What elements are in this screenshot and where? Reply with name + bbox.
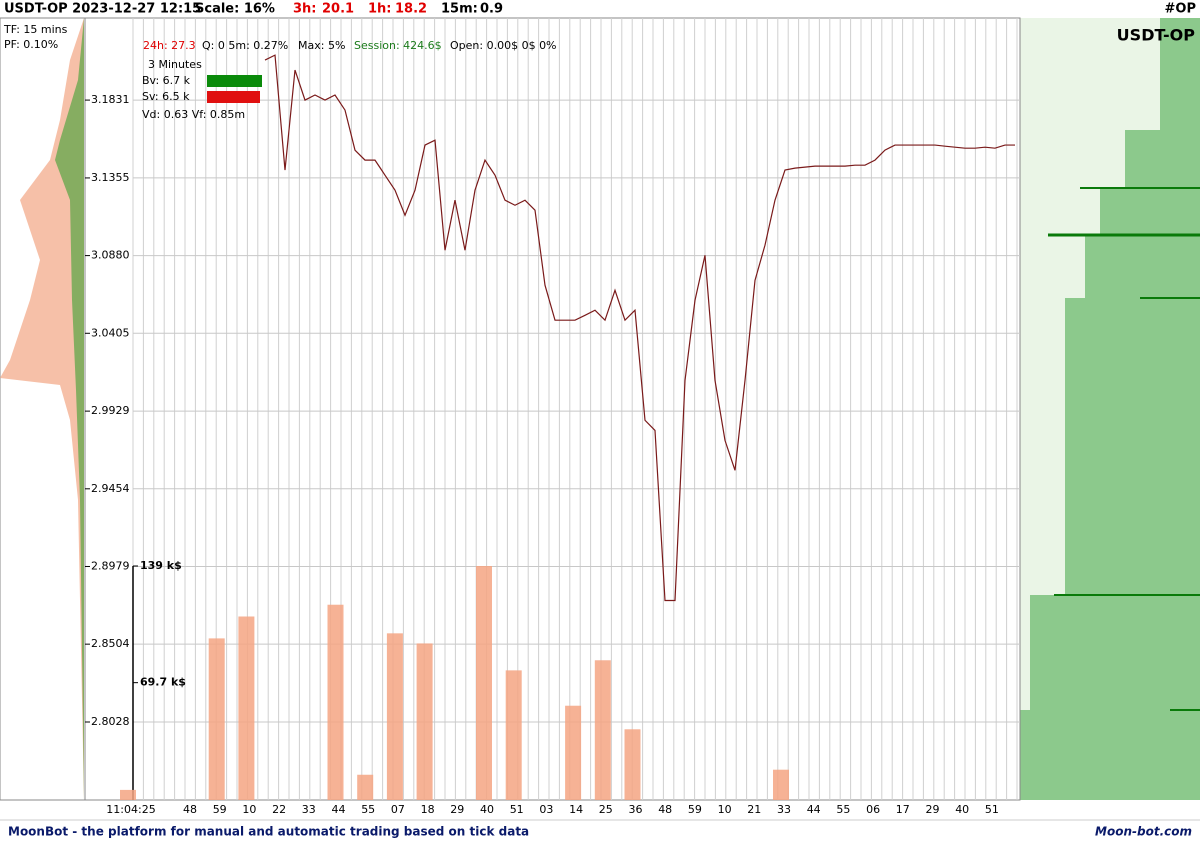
info-period: 3 Minutes [148, 58, 202, 71]
tf: TF: 15 mins [3, 23, 68, 36]
info-24h: 24h: 27.3 [143, 39, 196, 52]
x-tick-label: 59 [688, 803, 702, 816]
x-tick-label: 25 [599, 803, 613, 816]
volume-tick-label: 69.7 k$ [140, 676, 186, 689]
tag: #OP [1165, 2, 1196, 17]
y-tick-label: 2.9454 [91, 482, 130, 495]
volume-bar [773, 769, 789, 800]
x-tick-label: 14 [569, 803, 583, 816]
profile-buy [55, 18, 84, 800]
info-max: Max: 5% [298, 39, 345, 52]
x-tick-label: 44 [332, 803, 346, 816]
x-tick-label: 33 [302, 803, 316, 816]
x-tick-label: 21 [747, 803, 761, 816]
x-tick-label: 06 [866, 803, 880, 816]
y-tick-label: 3.0880 [91, 249, 130, 262]
y-tick-label: 3.0405 [91, 326, 130, 339]
x-tick-label: 51 [985, 803, 999, 816]
x-tick-label: 48 [658, 803, 672, 816]
y-tick-label: 2.9929 [91, 404, 130, 417]
x-tick-label: 40 [955, 803, 969, 816]
volume-bar [594, 660, 611, 800]
x-tick-label: 51 [510, 803, 524, 816]
profile-sell [0, 18, 84, 800]
title: USDT-OP 2023-12-27 12:15 [4, 2, 201, 17]
x-tick-label: 48 [183, 803, 197, 816]
h1-label: 1h: [368, 2, 392, 17]
volume-bar [624, 729, 641, 800]
volume-bar [565, 705, 582, 800]
x-tick-label: 40 [480, 803, 494, 816]
x-tick-label: 29 [450, 803, 464, 816]
h1-value: 18.2 [395, 2, 427, 17]
volume-bar [476, 566, 492, 800]
info-bv: Bv: 6.7 k [142, 74, 191, 87]
x-tick-label: 36 [629, 803, 643, 816]
volume-tick-label: 139 k$ [140, 559, 182, 572]
marks-layer [120, 54, 1015, 800]
pair: USDT-OP [1117, 26, 1196, 45]
pf: PF: 0.10% [4, 38, 58, 51]
y-tick-label: 3.1355 [91, 171, 130, 184]
h3-value: 20.1 [322, 2, 354, 17]
h3-label: 3h: [293, 2, 317, 17]
volume-bar [120, 789, 136, 800]
y-tick-label: 2.8979 [91, 559, 130, 572]
m15-value: 0.9 [480, 2, 503, 17]
info-open: Open: 0.00$ 0$ 0% [450, 39, 557, 52]
x-tick-label: 18 [421, 803, 435, 816]
bv-bar [207, 75, 262, 87]
x-tick-label: 22 [272, 803, 286, 816]
m15-label: 15m: [441, 2, 478, 17]
grid-layer: 2.8028 2.8504 2.8979 2.9454 2.9929 3.0405 3.08… [85, 18, 1020, 816]
volume-bar [357, 774, 374, 800]
volume-bar [416, 643, 433, 800]
x-tick-label: 10 [718, 803, 732, 816]
x-tick-label: 07 [391, 803, 405, 816]
x-tick-label: 59 [213, 803, 227, 816]
x-tick-label: 10 [242, 803, 256, 816]
x-tick-label: 29 [926, 803, 940, 816]
footer-bar [0, 820, 1200, 844]
scale: Scale: 16% [195, 2, 275, 17]
volume-bar [386, 633, 403, 800]
volume-bar [238, 616, 255, 800]
info-sv: Sv: 6.5 k [142, 90, 190, 103]
price-line [264, 54, 1015, 602]
info-q: Q: 0 5m: 0.27% [202, 39, 288, 52]
footer-left: MoonBot - the platform for manual and au… [8, 825, 529, 839]
x-tick-label: 17 [896, 803, 910, 816]
depth [1020, 18, 1200, 800]
volume-bar [327, 604, 344, 800]
footer-right: Moon-bot.com [1095, 825, 1192, 839]
x-tick-label: 55 [836, 803, 850, 816]
sv-bar [207, 91, 260, 103]
x-tick-label: 11:04:25 [106, 803, 155, 816]
info-session: Session: 424.6$ [354, 39, 442, 52]
y-tick-label: 2.8028 [91, 715, 130, 728]
volume-bar [208, 638, 225, 800]
plot-frame [84, 17, 1021, 801]
volume-bar [505, 670, 522, 800]
y-tick-label: 3.1831 [91, 93, 130, 106]
x-tick-label: 44 [807, 803, 821, 816]
info-vd: Vd: 0.63 Vf: 0.85m [142, 108, 245, 121]
x-tick-label: 33 [777, 803, 791, 816]
x-tick-label: 03 [539, 803, 553, 816]
x-tick-label: 55 [361, 803, 375, 816]
y-tick-label: 2.8504 [91, 637, 130, 650]
